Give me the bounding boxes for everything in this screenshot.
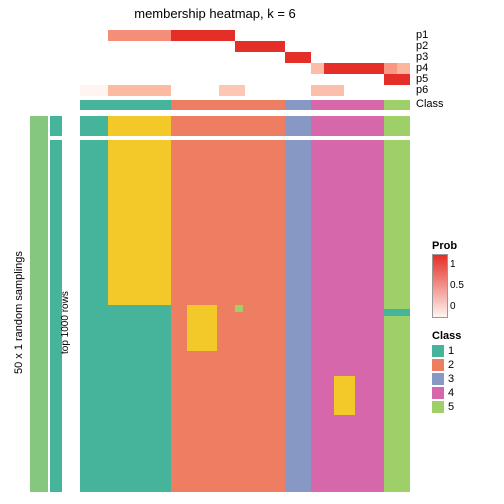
class-swatch (432, 401, 444, 413)
prob-tick: 0 (448, 296, 464, 317)
rows-label: top 1000 rows (60, 291, 71, 354)
class-swatch (432, 345, 444, 357)
body-top-strip (80, 116, 410, 136)
class-legend-item: 5 (432, 400, 461, 414)
class-swatch-label: 3 (448, 373, 454, 385)
class-legend-title: Class (432, 330, 461, 342)
class-legend-item: 1 (432, 344, 461, 358)
class-legend-item: 4 (432, 386, 461, 400)
class-swatch (432, 387, 444, 399)
p-row-1 (80, 30, 410, 41)
prob-legend: Prob 10.50 (432, 240, 464, 318)
class-swatch (432, 359, 444, 371)
p-row-5 (80, 74, 410, 85)
class-bar-label: Class (416, 99, 444, 110)
class-swatch-label: 4 (448, 387, 454, 399)
prob-tick: 1 (448, 254, 464, 275)
body-main (80, 140, 410, 492)
class-swatch (432, 373, 444, 385)
class-legend-item: 2 (432, 358, 461, 372)
sampling-label: 50 x 1 random samplings (13, 251, 25, 374)
p-row-6 (80, 85, 410, 96)
chart-title: membership heatmap, k = 6 (0, 6, 430, 21)
class-bar (80, 100, 410, 110)
class-legend-item: 3 (432, 372, 461, 386)
p-label: p6 (416, 85, 428, 96)
rows-strip-top (50, 116, 62, 136)
class-swatch-label: 1 (448, 345, 454, 357)
p-row-4 (80, 63, 410, 74)
prob-tick: 0.5 (448, 275, 464, 296)
class-swatch-label: 5 (448, 401, 454, 413)
p-row-2 (80, 41, 410, 52)
prob-legend-title: Prob (432, 240, 464, 252)
prob-gradient (432, 254, 448, 318)
class-swatch-label: 2 (448, 359, 454, 371)
class-legend: Class 1 2 3 4 5 (432, 330, 461, 414)
p-row-3 (80, 52, 410, 63)
sampling-strip (30, 116, 48, 492)
plot-area: p1p2p3p4p5p6 Class 50 x 1 random samplin… (30, 26, 410, 498)
